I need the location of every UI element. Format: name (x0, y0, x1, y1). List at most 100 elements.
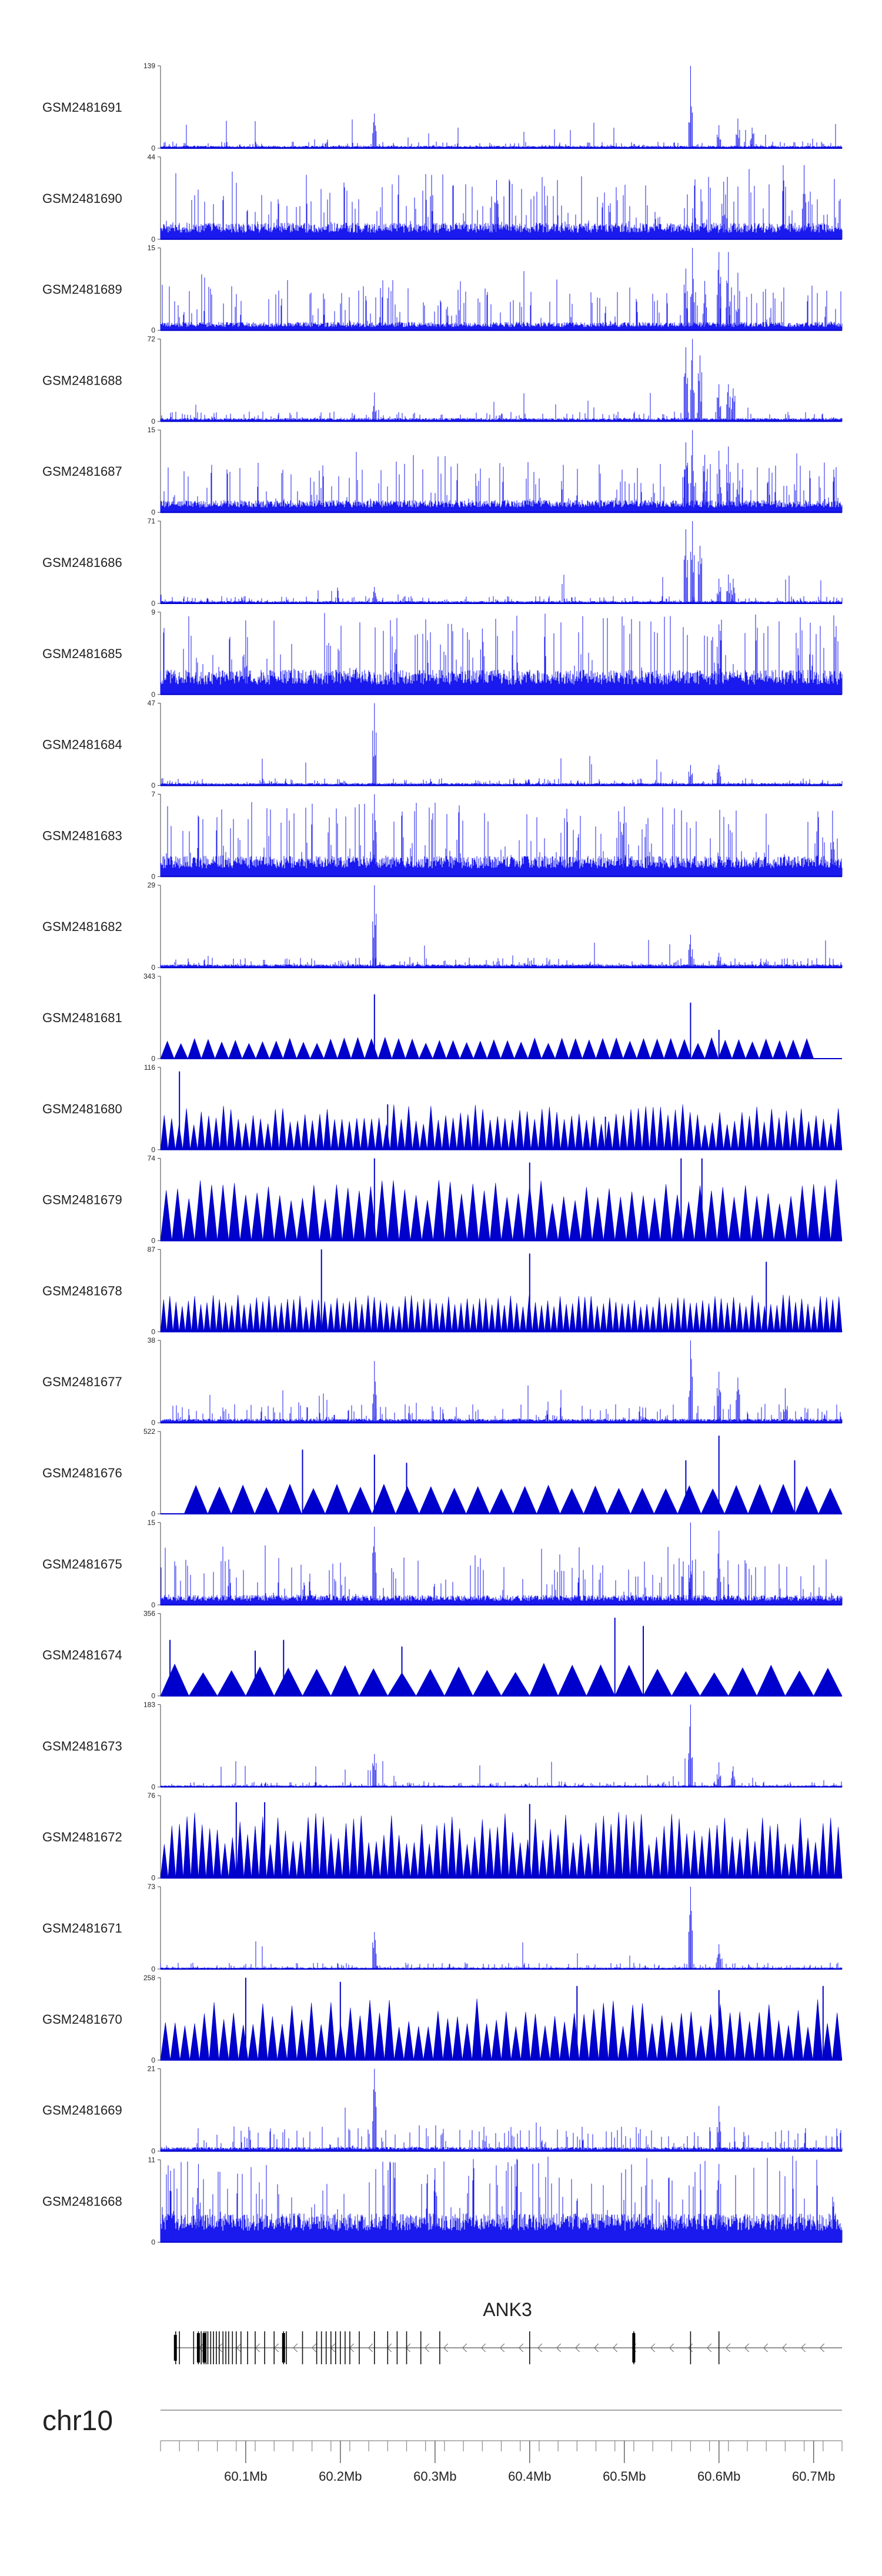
track-label: GSM2481678 (42, 1283, 122, 1298)
y-max-label: 116 (144, 1063, 155, 1072)
y-min-label: 0 (151, 1146, 155, 1154)
y-min-label: 0 (151, 1874, 155, 1882)
track-label: GSM2481681 (42, 1010, 122, 1025)
y-max-label: 87 (148, 1245, 156, 1253)
track-GSM2481673: GSM2481673 183 0 (42, 1700, 843, 1791)
y-max-label: 139 (143, 62, 155, 70)
x-tick-label: 60.2Mb (319, 2469, 362, 2484)
coverage-profile (160, 165, 843, 239)
track-label: GSM2481691 (42, 100, 122, 115)
track-label: GSM2481686 (42, 555, 122, 570)
gene-exon-block (632, 2333, 636, 2363)
coverage-profile (160, 430, 843, 513)
x-tick-label: 60.3Mb (413, 2469, 456, 2484)
x-tick-label: 60.7Mb (792, 2469, 835, 2484)
y-max-label: 47 (148, 699, 156, 708)
track-label: GSM2481670 (42, 2012, 122, 2027)
y-min-label: 0 (151, 599, 155, 608)
coverage-profile (160, 794, 843, 877)
track-GSM2481681: GSM2481681 343 0 (42, 972, 842, 1063)
track-GSM2481679: GSM2481679 74 0 (42, 1154, 843, 1245)
track-GSM2481683: GSM2481683 7 0 (42, 790, 843, 880)
coverage-profile (160, 2068, 843, 2151)
track-label: GSM2481688 (42, 373, 122, 388)
gene-name-label: ANK3 (483, 2299, 532, 2320)
track-label: GSM2481677 (42, 1374, 122, 1389)
coverage-profile (160, 339, 843, 422)
y-max-label: 11 (148, 2155, 156, 2164)
gene-exon-block (202, 2333, 206, 2363)
x-tick-label: 60.6Mb (697, 2469, 740, 2484)
y-max-label: 38 (148, 1336, 156, 1344)
minor-ticks (160, 2441, 843, 2451)
y-max-label: 183 (143, 1700, 155, 1709)
track-label: GSM2481690 (42, 191, 122, 206)
y-min-label: 0 (151, 1327, 155, 1336)
track-label: GSM2481683 (42, 828, 122, 843)
coverage-spike (320, 1249, 767, 1332)
track-GSM2481672: GSM2481672 76 0 (42, 1791, 843, 1882)
track-label: GSM2481685 (42, 646, 122, 661)
track-GSM2481684: GSM2481684 47 0 (42, 699, 843, 790)
track-GSM2481676: GSM2481676 522 0 (42, 1427, 843, 1518)
y-max-label: 9 (151, 608, 155, 616)
x-tick-label: 60.1Mb (224, 2469, 267, 2484)
track-GSM2481668: GSM2481668 11 0 (42, 2155, 843, 2246)
coverage-spike (302, 1436, 796, 1514)
coverage-profile (160, 248, 843, 331)
track-label: GSM2481682 (42, 919, 122, 934)
y-max-label: 343 (143, 972, 155, 980)
track-label: GSM2481672 (42, 1830, 122, 1844)
coverage-profile (160, 1179, 843, 1241)
coverage-spike (373, 1158, 703, 1241)
track-GSM2481686: GSM2481686 71 0 (42, 517, 843, 608)
y-min-label: 0 (151, 1965, 155, 1973)
gene-exon-block (282, 2333, 285, 2363)
track-GSM2481688: GSM2481688 72 0 (42, 335, 843, 425)
coverage-spike (245, 1977, 824, 2060)
coverage-profile (160, 703, 843, 786)
y-min-label: 0 (151, 1692, 155, 1700)
track-GSM2481669: GSM2481669 21 0 (42, 2065, 843, 2155)
track-label: GSM2481680 (42, 1102, 122, 1116)
y-min-label: 0 (151, 2147, 155, 2155)
y-min-label: 0 (151, 144, 155, 152)
coverage-spike (235, 1802, 530, 1878)
track-label: GSM2481673 (42, 1739, 122, 1753)
y-min-label: 0 (151, 1601, 155, 1609)
gene-exon-first (173, 2335, 177, 2361)
track-GSM2481674: GSM2481674 356 0 (42, 1610, 843, 1700)
coverage-spike (373, 994, 720, 1059)
coverage-profile (160, 1704, 843, 1787)
track-GSM2481678: GSM2481678 87 0 (42, 1245, 843, 1336)
y-min-label: 0 (151, 1419, 155, 1427)
track-label: GSM2481675 (42, 1557, 122, 1571)
y-max-label: 7 (151, 790, 155, 798)
coverage-profile (160, 1104, 843, 1150)
y-max-label: 76 (148, 1791, 156, 1800)
track-GSM2481677: GSM2481677 38 0 (42, 1336, 843, 1427)
track-label: GSM2481679 (42, 1193, 122, 1207)
track-label: GSM2481671 (42, 1921, 122, 1936)
track-label: GSM2481689 (42, 282, 122, 297)
y-max-label: 522 (143, 1427, 155, 1436)
y-max-label: 15 (148, 244, 156, 252)
coverage-profile (160, 1998, 843, 2061)
track-GSM2481691: GSM2481691 139 0 (42, 62, 843, 152)
y-min-label: 0 (151, 1055, 155, 1063)
track-GSM2481682: GSM2481682 29 0 (42, 881, 843, 972)
y-min-label: 0 (151, 2238, 155, 2246)
y-max-label: 71 (148, 517, 156, 525)
track-label: GSM2481684 (42, 738, 122, 752)
coverage-profile (183, 1483, 843, 1514)
coverage-profile (160, 66, 843, 148)
y-max-label: 15 (148, 426, 156, 434)
y-max-label: 44 (148, 153, 156, 161)
gene-track: ANK3 (173, 2299, 842, 2364)
track-label: GSM2481687 (42, 464, 122, 479)
coverage-profile (160, 1812, 843, 1878)
coverage-profile (160, 1522, 843, 1605)
y-min-label: 0 (151, 1783, 155, 1791)
coverage-profile (160, 1887, 843, 1969)
